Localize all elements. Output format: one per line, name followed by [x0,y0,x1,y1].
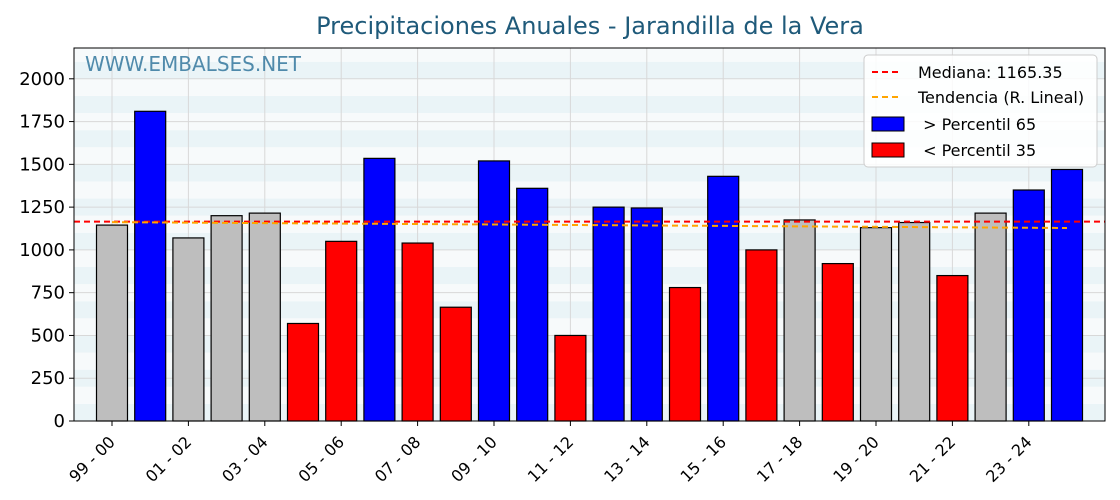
background-band [74,48,1105,62]
x-tick-label: 13 - 14 [600,432,654,486]
legend-low-label: < Percentil 35 [918,141,1036,160]
x-tick-label: 01 - 02 [142,432,196,486]
y-tick-label: 1750 [19,112,65,133]
legend-high-swatch [871,116,905,132]
x-tick-label: 15 - 16 [677,432,731,486]
bar-07-08 [401,242,434,422]
bar-06-07 [363,157,396,422]
legend-high-label: > Percentil 65 [918,115,1036,134]
legend-median-label: Mediana: 1165.35 [918,63,1063,82]
bar-11-12 [554,334,587,422]
background-band [74,78,1105,96]
bar-02-03 [210,215,243,422]
x-tick-label: 21 - 22 [906,432,960,486]
bar-18-19 [821,262,854,422]
reference-lines [74,220,1105,229]
x-tick-label: 19 - 20 [829,432,883,486]
legend-box [863,54,1098,168]
bar-21-22 [936,274,969,422]
x-tick-label: 05 - 06 [295,432,349,486]
x-tick-label: 23 - 24 [982,432,1036,486]
bar-04-05 [286,322,320,422]
background-band [74,61,1105,79]
background-band [74,95,1105,114]
bar-08-09 [439,306,472,422]
y-tick-label: 250 [31,368,65,389]
bar-13-14 [630,207,663,422]
bar-15-16 [707,175,740,422]
y-tick-label: 1250 [19,197,65,218]
x-axis: 99 - 00 01 - 02 03 - 04 05 - 06 07 - 08 09 - … [65,421,1036,486]
bars-group [95,110,1084,422]
x-tick-label: 09 - 10 [447,432,501,486]
legend-trend-label: Tendencia (R. Lineal) [917,88,1084,107]
bar-17-18 [783,219,816,422]
y-axis: 0 250 500 750 1000 1250 1500 1750 2000 [19,69,74,432]
bar-03-04 [248,212,281,422]
y-tick-label: 0 [54,411,65,432]
bar-22-23 [974,212,1007,422]
x-tick-label: 17 - 18 [753,432,807,486]
y-tick-label: 500 [31,325,65,346]
y-tick-label: 750 [31,283,65,304]
x-tick-label: 11 - 12 [524,432,578,486]
bar-05-06 [325,240,358,422]
y-tick-label: 2000 [19,69,65,90]
trend-line [111,221,1068,229]
bar-01-02 [172,237,205,422]
x-tick-label: 07 - 08 [371,432,425,486]
chart-title: Precipitaciones Anuales - Jarandilla de … [316,12,864,40]
background-band [74,181,1105,199]
bar-23-24 [1012,189,1045,422]
bar-20-21 [898,221,931,422]
y-tick-label: 1000 [19,240,65,261]
x-tick-label: 99 - 00 [65,432,119,486]
background-band [74,147,1105,165]
legend-low-swatch [871,142,905,158]
legend: Mediana: 1165.35 Tendencia (R. Lineal) >… [863,54,1098,168]
bar-10-11 [516,187,549,422]
bar-00-01 [134,110,167,422]
watermark-text: WWW.EMBALSES.NET [85,52,302,76]
background-band [74,164,1105,182]
bar-24-25 [1050,168,1084,422]
background-band [74,130,1105,148]
x-tick-label: 03 - 04 [218,432,272,486]
bar-16-17 [745,249,778,422]
bar-12-13 [592,206,625,422]
bar-19-20 [859,227,893,422]
bar-99-00 [95,224,129,422]
plot-frame [73,47,1106,422]
bar-09-10 [477,160,511,422]
bar-14-15 [668,286,702,422]
y-tick-label: 1500 [19,154,65,175]
background-band [74,215,1105,233]
